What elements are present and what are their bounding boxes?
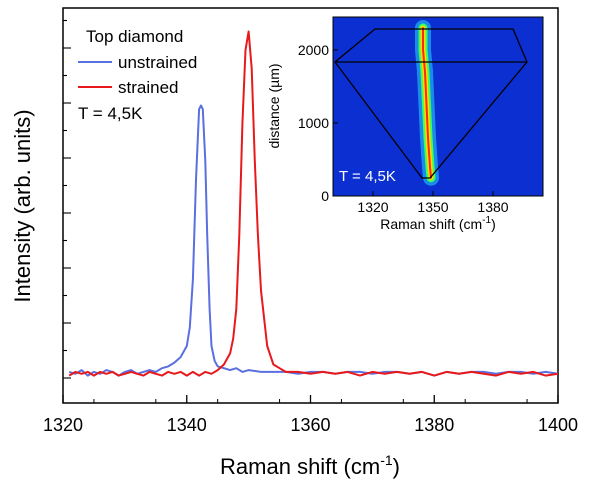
inset-x-ticks: 1320 1350 1380 [357,191,509,215]
x-tick-label: 1380 [414,415,454,435]
legend-label-unstrained: unstrained [118,53,197,72]
inset-heatmap: 1320 1350 1380 0 1000 2000 T = 4,5K Raman sh… [266,16,544,232]
inset-y-tick-label: 1000 [298,115,329,131]
x-tick-label: 1340 [167,415,207,435]
x-tick-label: 1360 [290,415,330,435]
inset-x-tick-label: 1350 [417,199,448,215]
main-x-ticks: 1320 1340 1360 1380 1400 [43,395,578,435]
inset-x-axis-title: Raman shift (cm-1) [380,215,496,232]
legend: Top diamond unstrained strained T = 4,5K [78,27,197,123]
x-tick-label: 1320 [43,415,83,435]
main-series-lines [68,30,559,377]
main-y-ticks [63,19,71,379]
inset-frame [332,16,544,197]
temperature-label: T = 4,5K [78,104,143,123]
inset-peak-glow-core [422,27,432,179]
legend-label-strained: strained [118,78,178,97]
main-y-axis-title: Intensity (arb. units) [10,109,35,302]
inset-temperature-label: T = 4,5K [339,168,396,185]
inset-x-tick-label: 1380 [477,199,508,215]
x-tick-label: 1400 [538,415,578,435]
main-x-axis-title: Raman shift (cm-1) [220,452,400,479]
inset-x-tick-label: 1320 [357,199,388,215]
legend-title: Top diamond [86,27,183,46]
inset-y-axis-title: distance (µm) [266,63,282,148]
inset-y-tick-label: 2000 [298,42,329,58]
inset-y-ticks: 0 1000 2000 [298,42,338,204]
series-line-strained [68,30,559,377]
inset-y-tick-label: 0 [321,188,329,204]
